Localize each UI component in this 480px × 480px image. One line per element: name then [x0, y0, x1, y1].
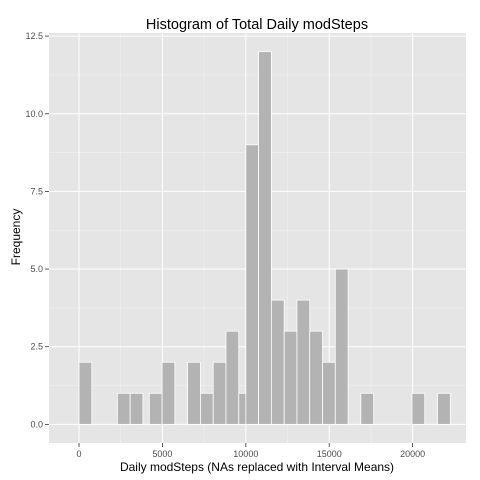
- x-axis-ticks: 0 5000 10000 15000 20000: [77, 443, 425, 459]
- y-tick-label: 0.0: [30, 419, 43, 429]
- histogram-bar: [225, 330, 240, 425]
- histogram-bar: [283, 330, 298, 425]
- x-tick-label: 15000: [317, 449, 342, 459]
- histogram-bar: [270, 299, 285, 425]
- histogram-bar: [309, 330, 323, 425]
- chart-title: Histogram of Total Daily modSteps: [146, 17, 368, 33]
- y-tick-label: 5.0: [30, 264, 43, 274]
- x-axis-label: Daily modSteps (NAs replaced with Interv…: [120, 460, 394, 474]
- histogram-bar: [212, 361, 227, 425]
- histogram-bar: [148, 392, 163, 425]
- histogram-bar: [161, 361, 176, 425]
- x-tick-label: 20000: [400, 449, 425, 459]
- histogram-bar: [334, 268, 349, 425]
- y-tick-label: 12.5: [25, 31, 43, 41]
- histogram-bar: [360, 392, 375, 425]
- histogram-bar: [258, 51, 272, 425]
- y-tick-label: 2.5: [30, 342, 43, 352]
- histogram-bar: [322, 361, 336, 425]
- histogram-bar: [200, 392, 214, 425]
- x-tick-label: 0: [77, 449, 82, 459]
- y-tick-label: 10.0: [25, 109, 43, 119]
- histogram-bar: [78, 361, 93, 425]
- y-axis-ticks: 0.0 2.5 5.0 7.5 10.0 12.5: [25, 31, 49, 429]
- histogram-bars: [78, 51, 451, 425]
- histogram-bar: [411, 392, 426, 425]
- y-axis-label: Frequency: [9, 209, 23, 266]
- histogram-bar: [296, 299, 311, 425]
- y-tick-label: 7.5: [30, 186, 43, 196]
- histogram-bar: [116, 392, 131, 425]
- histogram-bar: [245, 144, 260, 425]
- histogram-bar: [437, 392, 451, 425]
- x-tick-label: 10000: [233, 449, 258, 459]
- histogram-bar: [129, 392, 144, 425]
- x-tick-label: 5000: [152, 449, 172, 459]
- histogram-bar: [187, 361, 201, 425]
